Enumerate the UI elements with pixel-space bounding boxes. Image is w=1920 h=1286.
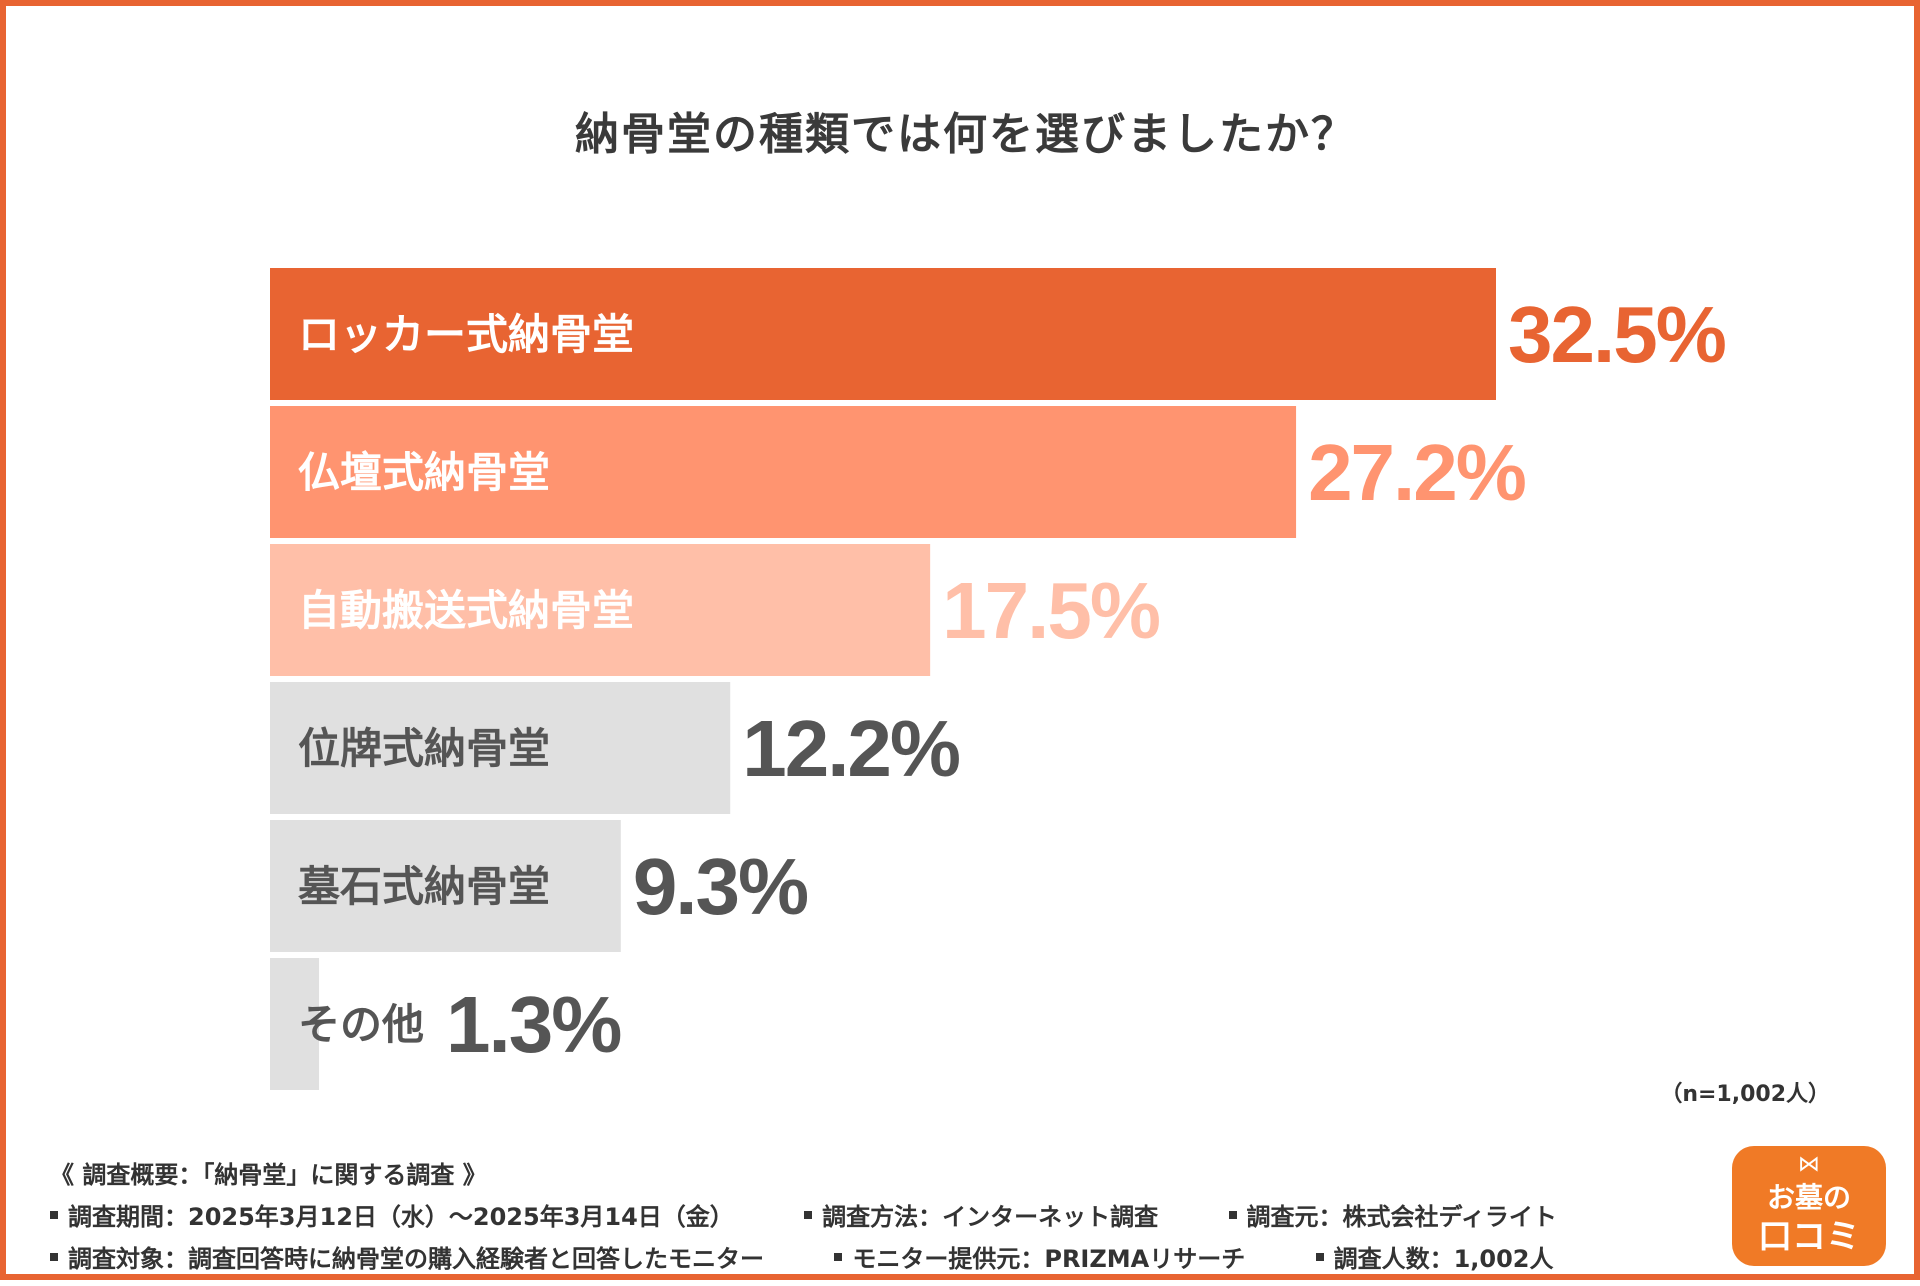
logo-text-2-value: 口コミ [1758,1217,1860,1257]
bar-5 [270,958,320,1090]
bar-chart: ロッカー式納骨堂 32.5% 仏壇式納骨堂 27.2% 自動搬送式納骨堂 17.5% 位牌式… [270,268,1728,1090]
survey-period: 調査期間：2025年3月12日（水）〜2025年3月14日（金） [50,1196,734,1238]
survey-line-1: 調査期間：2025年3月12日（水）〜2025年3月14日（金） 調査方法：イン… [50,1196,1557,1238]
survey-line-2: 調査対象：調査回答時に納骨堂の購入経験者と回答したモニター モニター提供元：PR… [50,1238,1557,1280]
logo-text-2: 口コミ [1732,1216,1886,1258]
bar-category-label-3: 位牌式納骨堂 [298,724,550,773]
bar-value-label-2: 17.5% [942,566,1160,655]
bar-2 [270,544,931,676]
bar-category-label-5: その他 [298,1000,424,1049]
bar-4 [270,820,621,952]
bar-value-label-4: 9.3% [633,842,808,931]
bar-value-label-1: 27.2% [1308,428,1526,517]
bar-category-label-0: ロッカー式納骨堂 [298,310,634,359]
survey-panel-provider: モニター提供元：PRIZMAリサーチ [834,1238,1245,1280]
bar-category-label-1: 仏壇式納骨堂 [298,448,550,497]
bar-value-label-3: 12.2% [742,704,960,793]
survey-summary: 《 調査概要：「納骨堂」に関する調査 》 調査期間：2025年3月12日（水）〜… [50,1154,1557,1280]
bar-3 [270,682,731,814]
brand-logo: ⋈ お墓の 口コミ [1732,1146,1886,1266]
bar-value-label-5: 1.3% [446,980,621,1069]
bar-1 [270,406,1297,538]
survey-source: 調査元：株式会社ディライト [1229,1196,1557,1238]
ribbon-icon: ⋈ [1798,1152,1820,1177]
bar-category-label-4: 墓石式納骨堂 [298,862,550,911]
survey-target: 調査対象：調査回答時に納骨堂の購入経験者と回答したモニター [50,1238,764,1280]
sample-size-note: （n=1,002人） [1660,1082,1830,1107]
logo-text-1: お墓の [1766,1181,1851,1214]
survey-respondents: 調査人数：1,002人 [1316,1238,1554,1280]
survey-method: 調査方法：インターネット調査 [804,1196,1158,1238]
bar-category-label-2: 自動搬送式納骨堂 [298,586,634,635]
bar-value-label-0: 32.5% [1508,290,1726,379]
survey-heading: 《 調査概要：「納骨堂」に関する調査 》 [50,1161,487,1189]
chart-title: 納骨堂の種類では何を選びましたか？ [575,109,1357,160]
bar-0 [270,268,1496,400]
